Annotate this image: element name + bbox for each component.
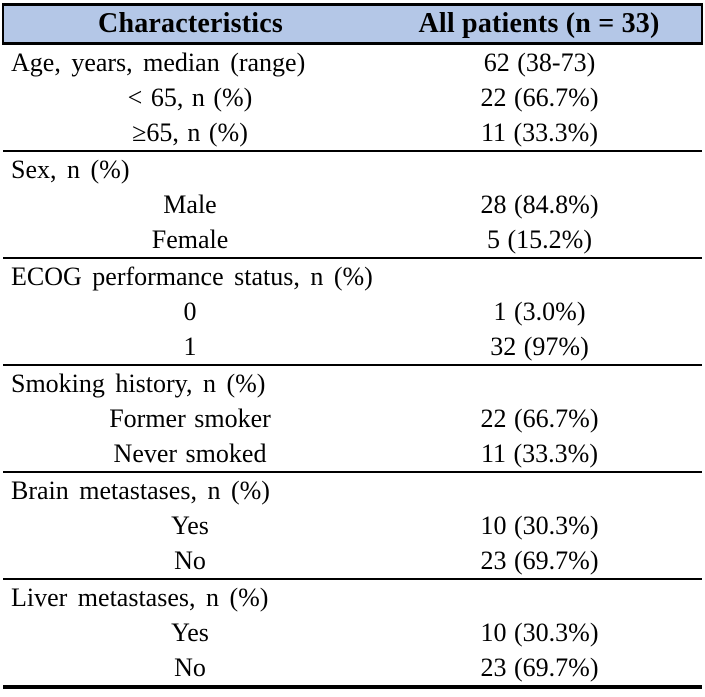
row-value: 32 (97%) (490, 331, 589, 361)
row-value (377, 578, 702, 615)
table-row: 0 1 (3.0%) (3, 294, 702, 329)
row-value: 10 (30.3%) (480, 510, 599, 540)
row-label: 0 (183, 296, 197, 326)
table-row: Yes 10 (30.3%) (3, 615, 702, 650)
row-label: Yes (171, 617, 209, 647)
row-label: Never smoked (113, 438, 267, 468)
row-label: ≥65, n (%) (132, 117, 248, 147)
row-value: 28 (84.8%) (480, 189, 599, 219)
row-value: 5 (15.2%) (487, 224, 592, 254)
row-value (377, 471, 702, 508)
table-row: Age, years, median (range) 62 (38-73) (3, 44, 702, 81)
table-row: Brain metastases, n (%) (3, 471, 702, 508)
row-value: 11 (33.3%) (480, 438, 598, 468)
table-row: Former smoker 22 (66.7%) (3, 401, 702, 436)
row-label: ECOG performance status, n (%) (3, 257, 377, 294)
table-row: Male 28 (84.8%) (3, 187, 702, 222)
row-label: Female (151, 224, 229, 254)
row-value: 22 (66.7%) (480, 403, 599, 433)
table-header-row: Characteristics All patients (n = 33) (2, 3, 703, 45)
col-header-all-patients: All patients (n = 33) (377, 3, 703, 45)
table-row: ≥65, n (%) 11 (33.3%) (3, 115, 702, 151)
row-label: Male (163, 189, 217, 219)
col-header-characteristics: Characteristics (2, 3, 377, 45)
row-label: Liver metastases, n (%) (3, 578, 377, 615)
row-label: No (3, 650, 377, 689)
row-value (377, 364, 702, 401)
row-label: 1 (183, 331, 197, 361)
row-value: 62 (38-73) (483, 47, 596, 77)
row-value: 23 (69.7%) (480, 545, 599, 575)
table-row: 1 32 (97%) (3, 329, 702, 365)
patient-characteristics-table: Characteristics All patients (n = 33) Ag… (2, 3, 703, 689)
row-value: 23 (69.7%) (377, 650, 702, 689)
row-label: < 65, n (%) (127, 82, 253, 112)
table-row: Liver metastases, n (%) (3, 578, 702, 615)
table-row: No 23 (69.7%) (3, 650, 702, 689)
row-label: No (174, 545, 206, 575)
row-value: 11 (33.3%) (480, 117, 598, 147)
table-row: No 23 (69.7%) (3, 543, 702, 579)
row-label: Smoking history, n (%) (3, 364, 377, 401)
row-value (377, 257, 702, 294)
table-row: Never smoked 11 (33.3%) (3, 436, 702, 472)
table-header: Characteristics All patients (n = 33) (2, 3, 703, 45)
table-row: Smoking history, n (%) (3, 364, 702, 401)
table-row: Sex, n (%) (3, 150, 702, 187)
row-label: Former smoker (109, 403, 271, 433)
row-label: Age, years, median (range) (11, 47, 306, 77)
table-row: < 65, n (%) 22 (66.7%) (3, 80, 702, 115)
row-label: Yes (171, 510, 209, 540)
row-label: Sex, n (%) (3, 150, 377, 187)
row-value: 22 (66.7%) (480, 82, 599, 112)
row-label: Brain metastases, n (%) (3, 471, 377, 508)
table-body: Age, years, median (range) 62 (38-73) < … (3, 44, 702, 689)
row-value (377, 150, 702, 187)
row-value: 10 (30.3%) (480, 617, 599, 647)
table-row: ECOG performance status, n (%) (3, 257, 702, 294)
row-value: 1 (3.0%) (493, 296, 586, 326)
table-row: Yes 10 (30.3%) (3, 508, 702, 543)
table-row: Female 5 (15.2%) (3, 222, 702, 258)
